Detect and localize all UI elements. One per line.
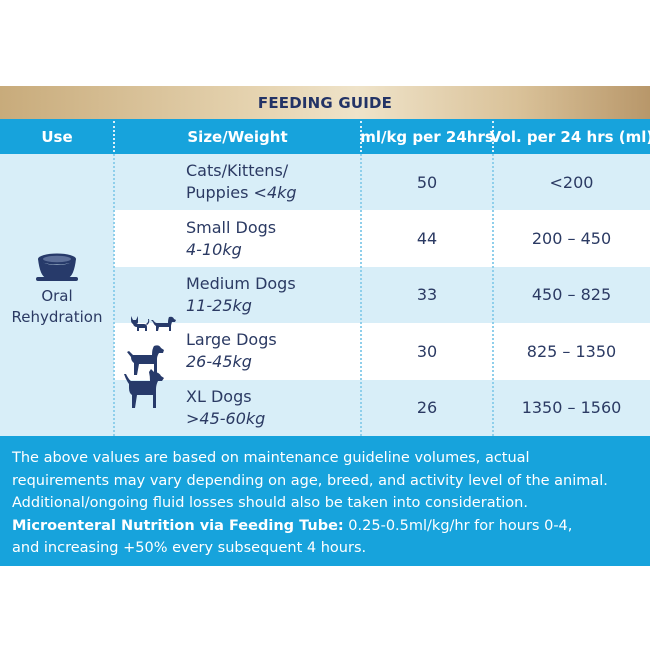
guide-title: FEEDING GUIDE <box>0 86 650 119</box>
header-divider <box>360 121 362 152</box>
ml-per-kg-cell: 44 <box>416 229 438 249</box>
column-divider <box>113 154 115 436</box>
use-column: Oral Rehydration <box>0 154 114 436</box>
use-label: Oral Rehydration <box>11 287 103 326</box>
notes-panel: The above values are based on maintenanc… <box>0 436 650 566</box>
ml-per-kg-cell: 30 <box>416 341 438 361</box>
medium-dog-icon <box>127 345 164 375</box>
column-divider <box>492 154 494 436</box>
volume-cell: <200 <box>549 172 594 192</box>
feeding-guide: FEEDING GUIDE Use Size/Weight ml/kg per … <box>0 86 650 566</box>
feeding-tube-heading: Microenteral Nutrition via Feeding Tube: <box>12 517 344 534</box>
volume-cell: 450 – 825 <box>531 285 612 305</box>
table-row: Small Dogs 4-10kg 44 200 – 450 <box>114 210 650 267</box>
header-divider <box>113 121 115 152</box>
cat-icon <box>131 316 150 331</box>
small-dog-icon <box>151 316 176 331</box>
table-row: Large Dogs 26-45kg 30 825 – 1350 <box>114 323 650 380</box>
column-divider <box>360 154 362 436</box>
header-use: Use <box>41 127 73 146</box>
ml-per-kg-cell: 50 <box>416 172 438 192</box>
note-line: Additional/ongoing fluid losses should a… <box>12 495 528 511</box>
ml-per-kg-cell: 26 <box>416 398 438 418</box>
header-divider <box>492 121 494 152</box>
table-row: XL Dogs >45-60kg 26 1350 – 1560 <box>114 379 650 436</box>
note-line: and increasing +50% every subsequent 4 h… <box>12 540 367 556</box>
size-weight-cell: Medium Dogs 11-25kg <box>186 273 296 315</box>
size-weight-cell: Cats/Kittens/ Puppies <4kg <box>186 161 297 203</box>
note-line: The above values are based on maintenanc… <box>12 450 530 466</box>
header-ml-per-kg: ml/kg per 24hrs <box>360 127 494 146</box>
size-weight-cell: XL Dogs >45-60kg <box>186 386 266 428</box>
table-header: Use Size/Weight ml/kg per 24hrs Vol. per… <box>0 119 650 154</box>
size-weight-cell: Small Dogs 4-10kg <box>186 217 277 259</box>
large-dog-icon <box>124 369 164 408</box>
volume-cell: 1350 – 1560 <box>521 398 622 418</box>
table-row: Cats/Kittens/ Puppies <4kg 50 <200 <box>114 154 650 211</box>
note-line: requirements may vary depending on age, … <box>12 472 608 489</box>
volume-cell: 825 – 1350 <box>526 341 617 361</box>
table-body: Oral Rehydration Cats/Kittens/ Puppies <… <box>0 154 650 436</box>
header-size-weight: Size/Weight <box>187 127 288 146</box>
table-row: Medium Dogs 11-25kg 33 450 – 825 <box>114 266 650 324</box>
size-weight-cell: Large Dogs 26-45kg <box>186 330 277 372</box>
header-volume: Vol. per 24 hrs (ml) <box>489 127 650 146</box>
bowl-icon <box>36 253 78 281</box>
volume-cell: 200 – 450 <box>531 229 612 249</box>
ml-per-kg-cell: 33 <box>416 285 438 305</box>
note-line: Microenteral Nutrition via Feeding Tube:… <box>12 517 573 534</box>
